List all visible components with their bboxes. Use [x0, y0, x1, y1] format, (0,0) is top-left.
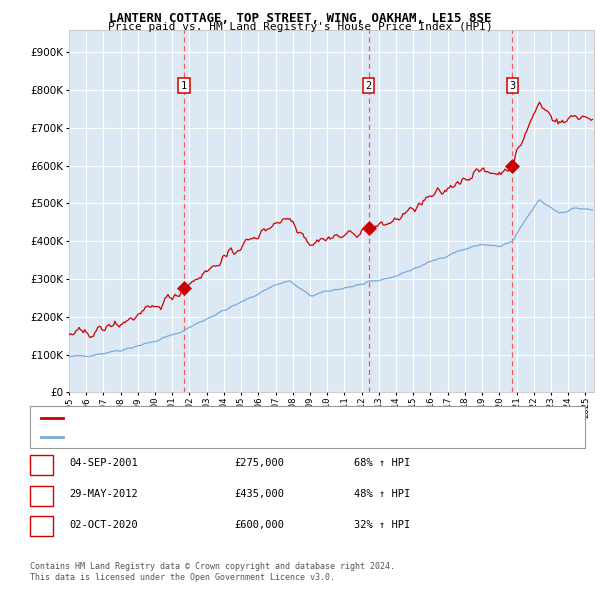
Text: 68% ↑ HPI: 68% ↑ HPI [354, 458, 410, 468]
Text: £275,000: £275,000 [234, 458, 284, 468]
Text: 1: 1 [38, 460, 44, 470]
Text: £435,000: £435,000 [234, 489, 284, 499]
Text: 3: 3 [509, 81, 515, 91]
Text: LANTERN COTTAGE, TOP STREET, WING, OAKHAM, LE15 8SE (detached house): LANTERN COTTAGE, TOP STREET, WING, OAKHA… [67, 414, 458, 422]
Text: LANTERN COTTAGE, TOP STREET, WING, OAKHAM, LE15 8SE: LANTERN COTTAGE, TOP STREET, WING, OAKHA… [109, 12, 491, 25]
Text: 3: 3 [38, 522, 44, 531]
Text: £600,000: £600,000 [234, 520, 284, 529]
Text: 2: 2 [38, 491, 44, 500]
Text: HPI: Average price, detached house, Rutland: HPI: Average price, detached house, Rutl… [67, 432, 314, 441]
Text: 02-OCT-2020: 02-OCT-2020 [69, 520, 138, 529]
Text: 04-SEP-2001: 04-SEP-2001 [69, 458, 138, 468]
Text: Contains HM Land Registry data © Crown copyright and database right 2024.
This d: Contains HM Land Registry data © Crown c… [30, 562, 395, 582]
Text: 32% ↑ HPI: 32% ↑ HPI [354, 520, 410, 529]
Text: 29-MAY-2012: 29-MAY-2012 [69, 489, 138, 499]
Text: Price paid vs. HM Land Registry's House Price Index (HPI): Price paid vs. HM Land Registry's House … [107, 22, 493, 32]
Text: 2: 2 [365, 81, 372, 91]
Text: 48% ↑ HPI: 48% ↑ HPI [354, 489, 410, 499]
Text: 1: 1 [181, 81, 187, 91]
